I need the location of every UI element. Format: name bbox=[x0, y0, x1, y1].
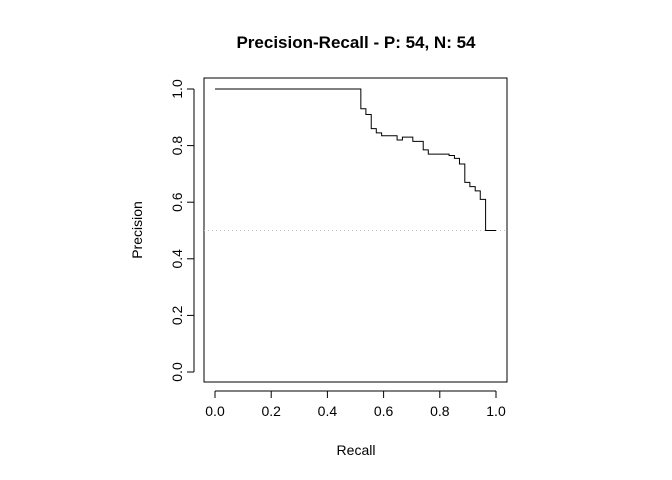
precision-recall-curve bbox=[215, 88, 496, 231]
y-tick-label: 0.6 bbox=[169, 192, 185, 212]
x-tick-label: 0.6 bbox=[374, 403, 394, 419]
x-tick-label: 0.2 bbox=[261, 403, 281, 419]
x-tick-label: 0.4 bbox=[318, 403, 338, 419]
x-tick-label: 0.8 bbox=[430, 403, 450, 419]
x-tick-label: 0.0 bbox=[205, 403, 225, 419]
y-tick-label: 0.4 bbox=[169, 249, 185, 269]
x-axis: 0.0 0.2 0.4 0.6 0.8 1.0 bbox=[205, 390, 506, 419]
x-tick-label: 1.0 bbox=[486, 403, 506, 419]
x-axis-title: Recall bbox=[337, 442, 376, 458]
chart-title: Precision-Recall - P: 54, N: 54 bbox=[236, 33, 476, 52]
y-axis-title: Precision bbox=[129, 201, 145, 259]
y-tick-label: 0.0 bbox=[169, 362, 185, 382]
y-tick-label: 0.8 bbox=[169, 136, 185, 156]
y-tick-label: 0.2 bbox=[169, 305, 185, 325]
y-axis: 0.0 0.2 0.4 0.6 0.8 1.0 bbox=[169, 79, 195, 382]
plot-frame bbox=[203, 77, 508, 383]
y-tick-label: 1.0 bbox=[169, 79, 185, 99]
